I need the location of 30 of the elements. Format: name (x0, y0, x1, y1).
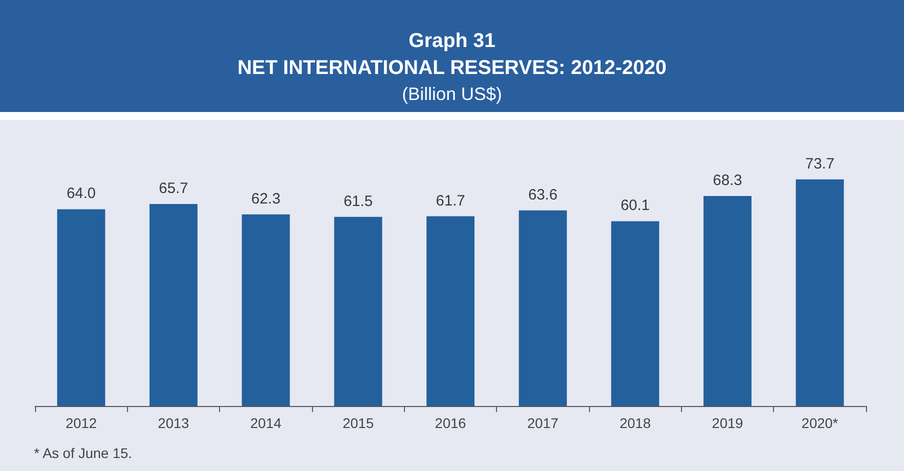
x-tick-label: 2018 (620, 415, 651, 431)
chart-title: Graph 31 NET INTERNATIONAL RESERVES: 2012-2020 (236, 29, 668, 81)
x-tick-label: 2020* (802, 415, 839, 431)
bar (150, 204, 198, 406)
text: * As of June 15. (34, 445, 132, 461)
data-label: 61.7 (436, 192, 466, 210)
x-tick-label: 2014 (250, 415, 282, 431)
data-label: 64.0 (66, 185, 96, 202)
chart-subtitle: (Billion US$) (400, 83, 504, 106)
data-label: 60.1 (620, 197, 650, 214)
x-tick-label: 2015 (342, 415, 374, 431)
bar (704, 196, 752, 406)
x-tick-label: 2013 (158, 415, 190, 431)
data-label: 61.5 (344, 192, 373, 210)
data-label: 73.7 (805, 155, 834, 172)
data-label: 63.6 (528, 186, 558, 204)
bar (426, 216, 474, 406)
bar (611, 221, 660, 406)
bar (242, 214, 290, 406)
x-tick-label: 2016 (434, 415, 466, 431)
data-label: 68.3 (712, 172, 742, 189)
x-tick-label: 2017 (527, 415, 559, 431)
x-tick-label: 2019 (712, 415, 744, 431)
bar (796, 179, 844, 406)
bar (334, 216, 382, 406)
data-label: 65.7 (158, 180, 188, 197)
data-label: 62.3 (251, 190, 280, 208)
x-tick-label: 2012 (66, 415, 97, 431)
bar (518, 210, 567, 406)
bar (57, 209, 106, 406)
